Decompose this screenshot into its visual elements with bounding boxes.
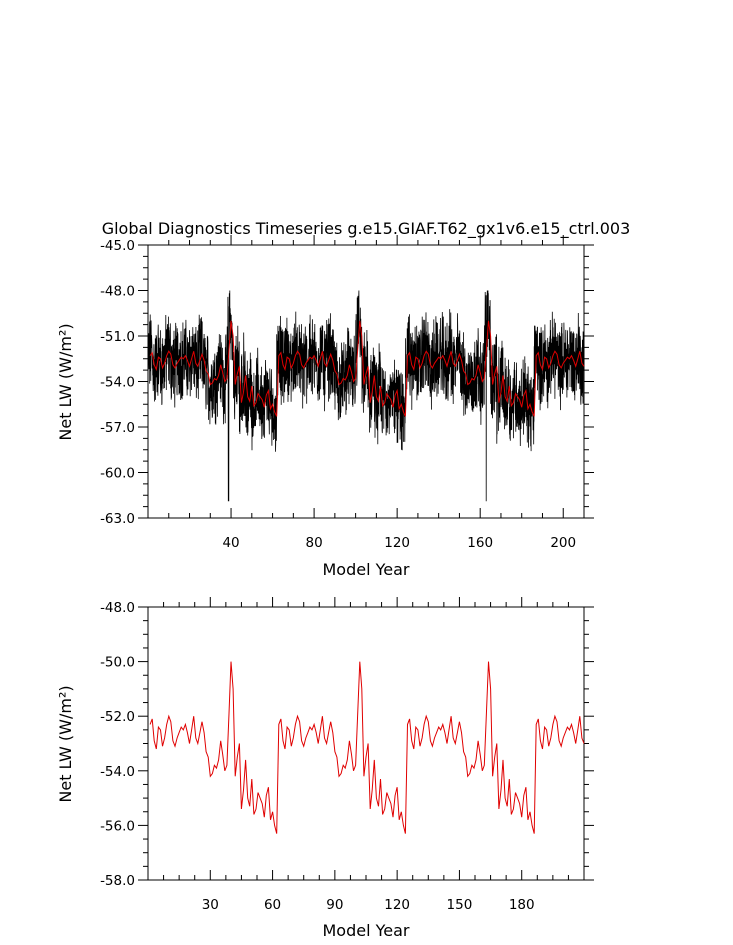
chart-title: Global Diagnostics Timeseries g.e15.GIAF… xyxy=(102,219,631,239)
bottom-panel: Model Year Net LW (W/m²) 30 60 90 120 150 180… xyxy=(56,597,594,940)
bottom-y-axis-label: Net LW (W/m²) xyxy=(56,685,75,802)
bottom-y-tick-label: -52.0 xyxy=(100,709,135,725)
bottom-x-tick-label: 120 xyxy=(384,897,410,913)
top-panel: Model Year Net LW (W/m²) 40 80 120 160 200 -6… xyxy=(56,235,594,579)
top-monthly-series-line xyxy=(147,290,585,502)
bottom-annual-series-line xyxy=(149,661,585,834)
bottom-plot-frame xyxy=(147,606,585,881)
top-x-axis-label: Model Year xyxy=(323,560,410,579)
top-y-tick-label: -51.0 xyxy=(100,329,135,345)
top-y-tick-label: -60.0 xyxy=(100,466,135,482)
bottom-y-tick-label: -48.0 xyxy=(100,600,135,616)
top-y-tick-label: -48.0 xyxy=(100,284,135,300)
bottom-y-tick-label: -50.0 xyxy=(100,655,135,671)
bottom-y-tick-label: -58.0 xyxy=(100,873,135,889)
bottom-y-tick-label: -56.0 xyxy=(100,818,135,834)
top-x-tick-label: 120 xyxy=(384,535,410,551)
top-y-tick-label: -45.0 xyxy=(100,238,135,254)
top-x-tick-label: 160 xyxy=(467,535,493,551)
top-x-tick-label: 80 xyxy=(306,535,323,551)
bottom-y-tick-label: -54.0 xyxy=(100,764,135,780)
bottom-x-tick-label: 150 xyxy=(447,897,473,913)
bottom-x-tick-label: 90 xyxy=(326,897,343,913)
top-annual-series-line xyxy=(149,320,585,417)
top-x-tick-label: 40 xyxy=(222,535,239,551)
bottom-x-tick-label: 30 xyxy=(202,897,219,913)
top-y-tick-label: -54.0 xyxy=(100,375,135,391)
top-y-tick-label: -63.0 xyxy=(100,511,135,527)
top-y-axis-label: Net LW (W/m²) xyxy=(56,323,75,440)
top-y-tick-label: -57.0 xyxy=(100,420,135,436)
top-x-tick-label: 200 xyxy=(550,535,576,551)
bottom-x-tick-label: 60 xyxy=(264,897,281,913)
bottom-x-tick-label: 180 xyxy=(509,897,535,913)
bottom-x-axis-label: Model Year xyxy=(323,921,410,940)
